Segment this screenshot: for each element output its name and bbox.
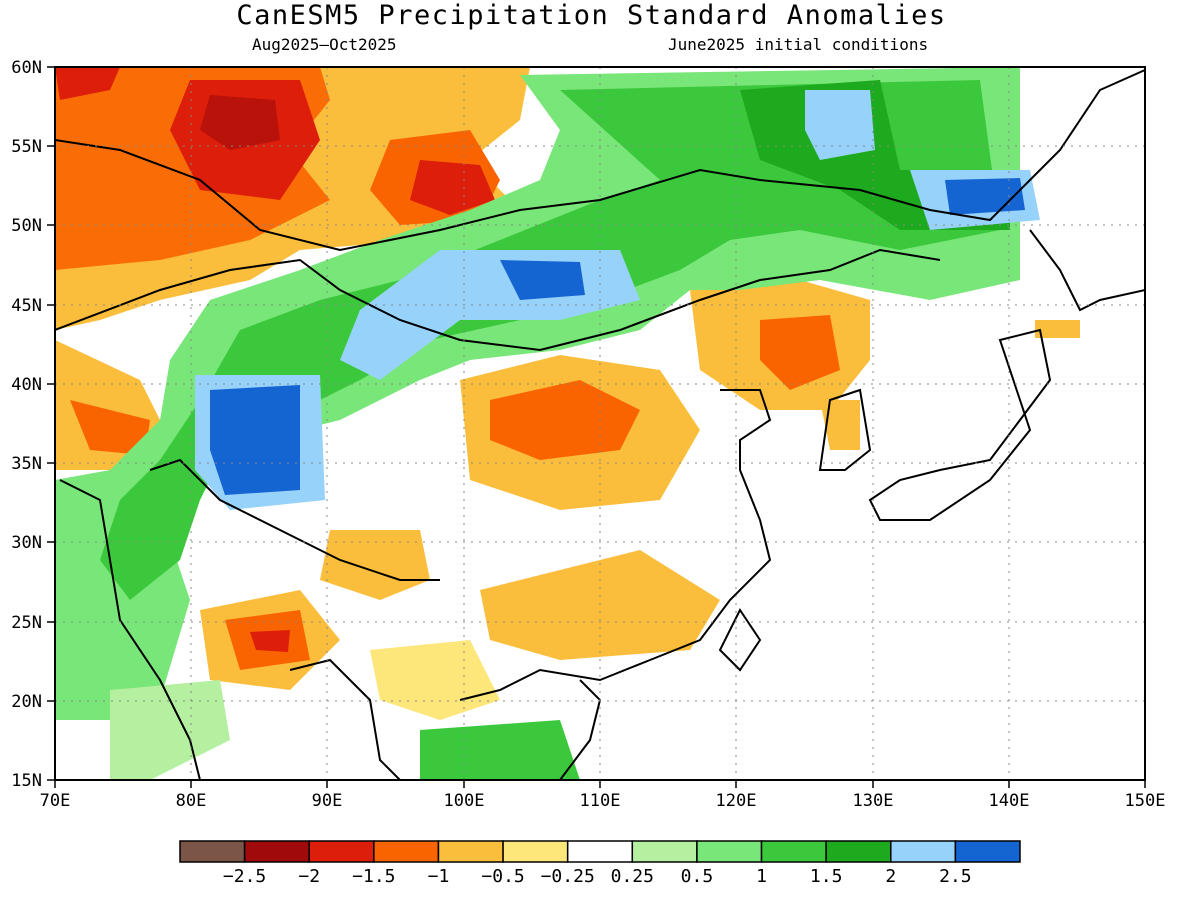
lat-label: 35N bbox=[11, 454, 42, 474]
dry-anomalies bbox=[55, 67, 1080, 720]
lat-label: 50N bbox=[11, 216, 42, 236]
colorbar-label: −0.5 bbox=[481, 866, 524, 887]
colorbar-label: −1.5 bbox=[352, 866, 395, 887]
colorbar-swatch bbox=[825, 840, 892, 863]
colorbar-label: −0.25 bbox=[541, 866, 595, 887]
colorbar-swatch bbox=[179, 840, 246, 863]
lon-label: 120E bbox=[716, 791, 757, 811]
lat-label: 45N bbox=[11, 296, 42, 316]
colorbar-swatch bbox=[243, 840, 310, 863]
colorbar-swatch bbox=[373, 840, 440, 863]
longitude-labels: 70E 80E 90E 100E 110E 120E 130E 140E 150… bbox=[40, 791, 1166, 811]
colorbar-label: −2.5 bbox=[223, 866, 266, 887]
lon-label: 90E bbox=[312, 791, 343, 811]
coastlines bbox=[55, 69, 1145, 780]
initial-conditions: June2025 initial conditions bbox=[668, 35, 929, 54]
colorbar-swatch bbox=[890, 840, 957, 863]
latitude-labels: 15N 20N 25N 30N 35N 40N 45N 50N 55N 60N bbox=[11, 58, 42, 791]
colorbar-swatch bbox=[631, 840, 698, 863]
lon-label: 70E bbox=[40, 791, 71, 811]
lon-label: 80E bbox=[176, 791, 207, 811]
lat-label: 25N bbox=[11, 613, 42, 633]
lon-label: 110E bbox=[580, 791, 621, 811]
colorbar-label: −1 bbox=[428, 866, 450, 887]
colorbar: −2.5 −2 −1.5 −1 −0.5 −0.25 0.25 0.5 1 1.5 2 2.5 bbox=[179, 840, 1021, 887]
lat-label: 60N bbox=[11, 58, 42, 78]
forecast-period: Aug2025—Oct2025 bbox=[252, 35, 397, 54]
gridlines bbox=[55, 67, 1145, 780]
lat-label: 40N bbox=[11, 375, 42, 395]
colorbar-swatch bbox=[437, 840, 504, 863]
colorbar-swatch bbox=[760, 840, 827, 863]
colorbar-swatch bbox=[502, 840, 569, 863]
lat-label: 20N bbox=[11, 692, 42, 712]
anomaly-field bbox=[55, 67, 1080, 780]
lat-label: 30N bbox=[11, 533, 42, 553]
colorbar-label: 0.25 bbox=[611, 866, 654, 887]
lon-label: 130E bbox=[853, 791, 894, 811]
map-panel: 70E 80E 90E 100E 110E 120E 130E 140E 150… bbox=[11, 58, 1165, 811]
map-title: CanESM5 Precipitation Standard Anomalies bbox=[236, 0, 947, 31]
wet-anomalies bbox=[55, 67, 1040, 780]
colorbar-swatch bbox=[308, 840, 375, 863]
tick-marks bbox=[47, 66, 1146, 788]
lon-label: 140E bbox=[989, 791, 1030, 811]
lon-label: 150E bbox=[1125, 791, 1166, 811]
colorbar-swatch bbox=[696, 840, 763, 863]
lat-label: 15N bbox=[11, 771, 42, 791]
colorbar-label: 1.5 bbox=[810, 866, 843, 887]
colorbar-label: −2 bbox=[298, 866, 320, 887]
lon-label: 100E bbox=[444, 791, 485, 811]
colorbar-swatch bbox=[954, 840, 1021, 863]
colorbar-label: 2 bbox=[885, 866, 896, 887]
lat-label: 55N bbox=[11, 137, 42, 157]
colorbar-label: 0.5 bbox=[681, 866, 714, 887]
colorbar-label: 2.5 bbox=[939, 866, 972, 887]
colorbar-label: 1 bbox=[756, 866, 767, 887]
colorbar-swatch bbox=[566, 840, 634, 863]
